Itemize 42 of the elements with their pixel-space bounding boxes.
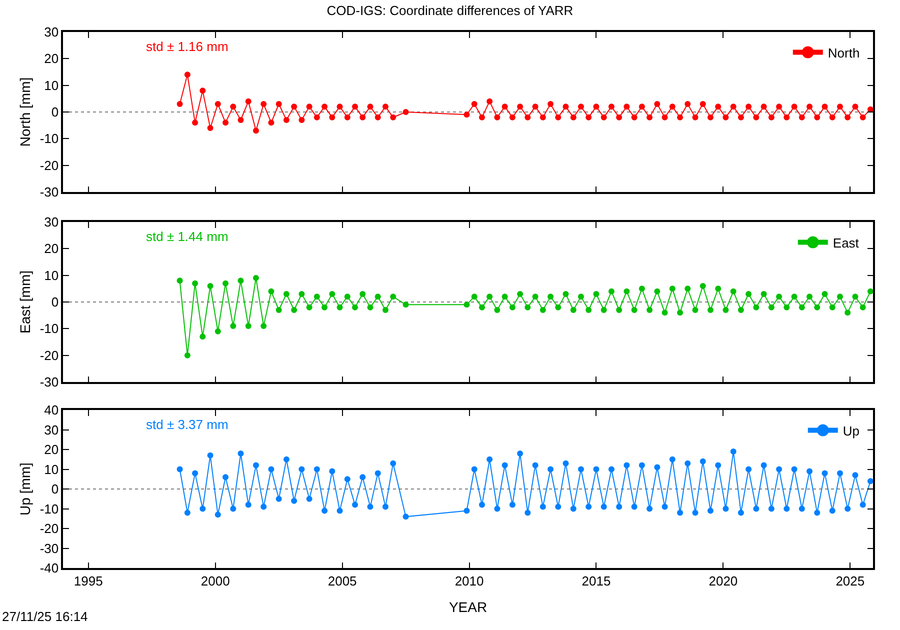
y-tick-label: 40 [44, 402, 59, 418]
y-tick-label: -20 [40, 521, 59, 536]
y-tick-label: -40 [40, 560, 59, 576]
x-tick-label: 1995 [74, 573, 103, 588]
y-tick-label: 10 [44, 78, 59, 93]
y-tick-label: -10 [40, 321, 59, 336]
x-axis-title: YEAR [448, 599, 488, 616]
legend-label: Up [842, 423, 860, 438]
y-tick-label: -30 [40, 184, 59, 200]
text: 27/11/25 16:14 [2, 609, 88, 624]
legend-label: East [832, 235, 860, 250]
y-tick-label: 0 [51, 104, 59, 120]
y-tick-label: -30 [40, 540, 59, 556]
y-tick-label: 0 [51, 482, 59, 497]
y-tick-label: 10 [44, 462, 59, 477]
annotation: std ± 1.44 mm [146, 229, 228, 244]
x-tick-label: 2000 [200, 573, 230, 588]
y-axis-title: East [mm] [16, 270, 33, 334]
y-axis-title: North [mm] [16, 77, 33, 147]
y-tick-label: 20 [44, 442, 59, 458]
y-tick-label: -20 [40, 348, 59, 363]
x-tick-label: 2025 [836, 573, 865, 588]
x-tick-label: 2005 [328, 573, 357, 588]
y-tick-label: -10 [40, 131, 59, 146]
annotation: std ± 1.16 mm [146, 39, 228, 54]
annotation: std ± 3.37 mm [146, 417, 228, 432]
y-tick-label: -30 [40, 374, 59, 390]
y-tick-label: -10 [40, 501, 59, 516]
y-tick-label: 30 [44, 24, 59, 40]
x-tick-label: 2015 [582, 573, 611, 588]
y-tick-label: 20 [44, 51, 59, 66]
chart-title: COD-IGS: Coordinate differences of YARR [326, 3, 574, 18]
y-axis-title: Up [mm] [16, 462, 33, 516]
y-tick-label: 20 [44, 241, 59, 256]
legend-label: North [828, 45, 860, 60]
x-tick-label: 2010 [454, 573, 484, 588]
y-tick-label: 30 [44, 214, 59, 230]
x-tick-label: 2020 [708, 573, 738, 588]
y-tick-label: 10 [44, 268, 59, 283]
y-tick-label: -20 [40, 158, 59, 173]
y-tick-label: 30 [44, 422, 59, 438]
y-tick-label: 0 [51, 294, 59, 310]
